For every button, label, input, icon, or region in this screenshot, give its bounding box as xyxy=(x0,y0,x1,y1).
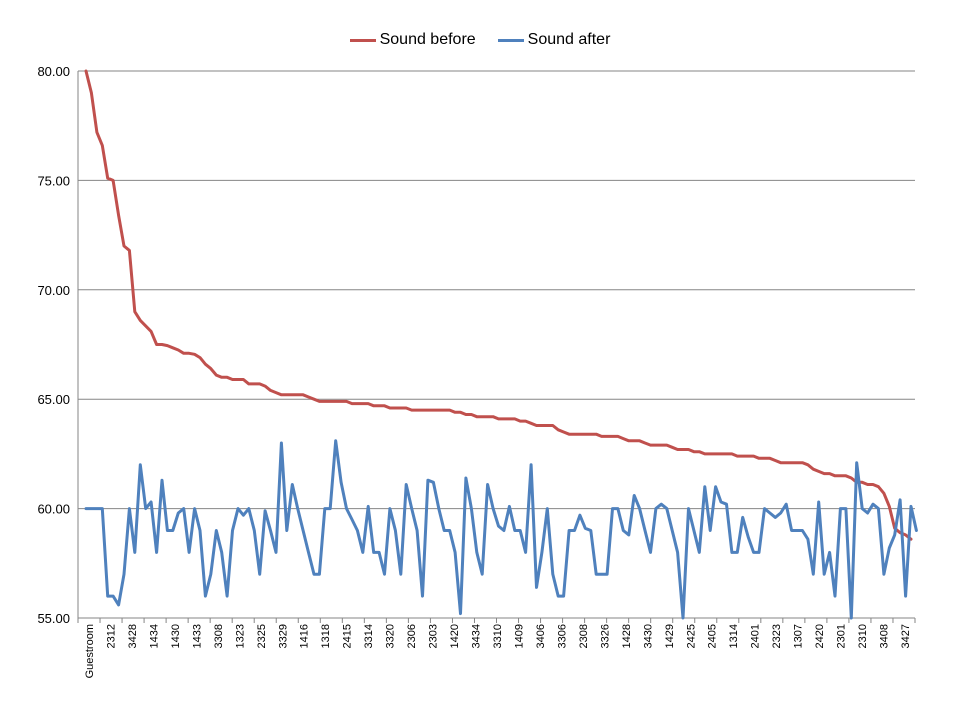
x-tick-label: 3427 xyxy=(900,624,912,648)
y-tick-label: 75.00 xyxy=(37,173,70,188)
x-tick-label: 3326 xyxy=(599,624,611,648)
x-tick-label: 3434 xyxy=(471,624,483,648)
x-tick-label: 2405 xyxy=(707,624,719,648)
y-tick-label: 80.00 xyxy=(37,64,70,79)
x-tick-label: 1428 xyxy=(621,624,633,648)
legend-swatch-sound-before xyxy=(349,38,376,42)
x-tick-label: 3320 xyxy=(385,624,397,648)
x-tick-label: 2310 xyxy=(857,624,869,648)
x-tick-label: 1409 xyxy=(513,624,525,648)
series-line-sound-after xyxy=(84,439,918,620)
legend-item-sound-before: Sound before xyxy=(349,31,476,49)
x-tick-label: 1430 xyxy=(170,624,182,648)
x-tick-label: 1318 xyxy=(320,624,332,648)
x-tick-label: 2303 xyxy=(428,624,440,648)
x-tick-label: 2325 xyxy=(256,624,268,648)
x-tick-label: 1416 xyxy=(299,624,311,648)
x-tick-label: 2308 xyxy=(578,624,590,648)
x-tick-label: 1314 xyxy=(728,624,740,648)
x-tick-label: 2420 xyxy=(814,624,826,648)
x-axis: Guestroom 2312 3428 1434 1430 1433 3308 1323 232… xyxy=(77,617,916,678)
series-lines xyxy=(84,69,918,620)
gridlines xyxy=(78,70,915,510)
x-tick-label: 1307 xyxy=(793,624,805,648)
x-tick-label: 2306 xyxy=(406,624,418,648)
x-tick-label: 2323 xyxy=(771,624,783,648)
x-tick-label: 1433 xyxy=(191,624,203,648)
x-tick-label: 3306 xyxy=(556,624,568,648)
x-tick-label: 3430 xyxy=(642,624,654,648)
x-tick-label: 3406 xyxy=(535,624,547,648)
y-tick-label: 55.00 xyxy=(37,611,70,626)
x-tick-label: 1323 xyxy=(234,624,246,648)
y-tick-label: 65.00 xyxy=(37,392,70,407)
chart-legend: Sound before Sound after xyxy=(0,28,960,52)
x-tick-label: 3428 xyxy=(127,624,139,648)
x-tick-label: 2415 xyxy=(342,624,354,648)
x-tick-label: 3308 xyxy=(213,624,225,648)
legend-item-sound-after: Sound after xyxy=(497,31,611,49)
series-line-sound-before xyxy=(84,69,913,541)
x-tick-label: 2301 xyxy=(836,624,848,648)
legend-label-sound-before: Sound before xyxy=(379,31,476,48)
x-tick-label: Guestroom xyxy=(84,624,96,678)
x-tick-label: 1420 xyxy=(449,624,461,648)
y-tick-label: 70.00 xyxy=(37,283,70,298)
legend-label-sound-after: Sound after xyxy=(527,31,611,48)
x-tick-label: 1429 xyxy=(664,624,676,648)
legend-swatch-sound-after xyxy=(497,38,524,42)
x-tick-label: 3310 xyxy=(492,624,504,648)
y-axis: 55.00 60.00 65.00 70.00 75.00 80.00 xyxy=(37,64,79,626)
x-tick-label: 3329 xyxy=(277,624,289,648)
y-tick-label: 60.00 xyxy=(37,502,70,517)
x-tick-label: 2312 xyxy=(105,624,117,648)
x-tick-label: 2425 xyxy=(685,624,697,648)
x-tick-label: 2401 xyxy=(750,624,762,648)
x-tick-label: 1434 xyxy=(148,624,160,648)
x-tick-label: 3408 xyxy=(879,624,891,648)
x-tick-label: 3314 xyxy=(363,624,375,648)
